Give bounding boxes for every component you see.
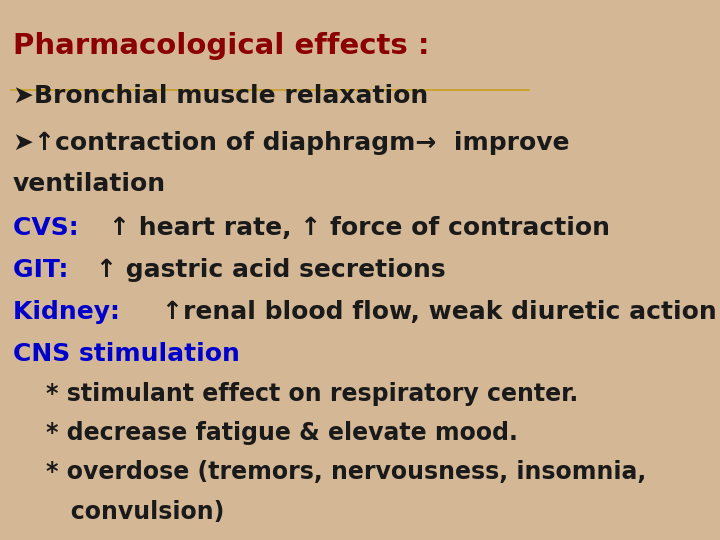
Text: * overdose (tremors, nervousness, insomnia,: * overdose (tremors, nervousness, insomn… bbox=[13, 460, 647, 484]
Text: convulsion): convulsion) bbox=[13, 500, 225, 523]
Text: Pharmacological effects :: Pharmacological effects : bbox=[13, 32, 429, 60]
Text: * stimulant effect on respiratory center.: * stimulant effect on respiratory center… bbox=[13, 382, 578, 406]
Text: ➤Bronchial muscle relaxation: ➤Bronchial muscle relaxation bbox=[13, 84, 428, 107]
Text: ➤↑contraction of diaphragm→  improve: ➤↑contraction of diaphragm→ improve bbox=[13, 131, 570, 154]
Text: CNS stimulation: CNS stimulation bbox=[13, 342, 240, 366]
Text: CVS:: CVS: bbox=[13, 216, 87, 240]
Text: Kidney:: Kidney: bbox=[13, 300, 129, 324]
Text: GIT:: GIT: bbox=[13, 258, 77, 282]
Text: ↑ heart rate, ↑ force of contraction: ↑ heart rate, ↑ force of contraction bbox=[109, 216, 610, 240]
Text: ventilation: ventilation bbox=[13, 172, 166, 195]
Text: * decrease fatigue & elevate mood.: * decrease fatigue & elevate mood. bbox=[13, 421, 518, 445]
Text: ↑renal blood flow, weak diuretic action: ↑renal blood flow, weak diuretic action bbox=[162, 300, 717, 324]
Text: ↑ gastric acid secretions: ↑ gastric acid secretions bbox=[96, 258, 446, 282]
